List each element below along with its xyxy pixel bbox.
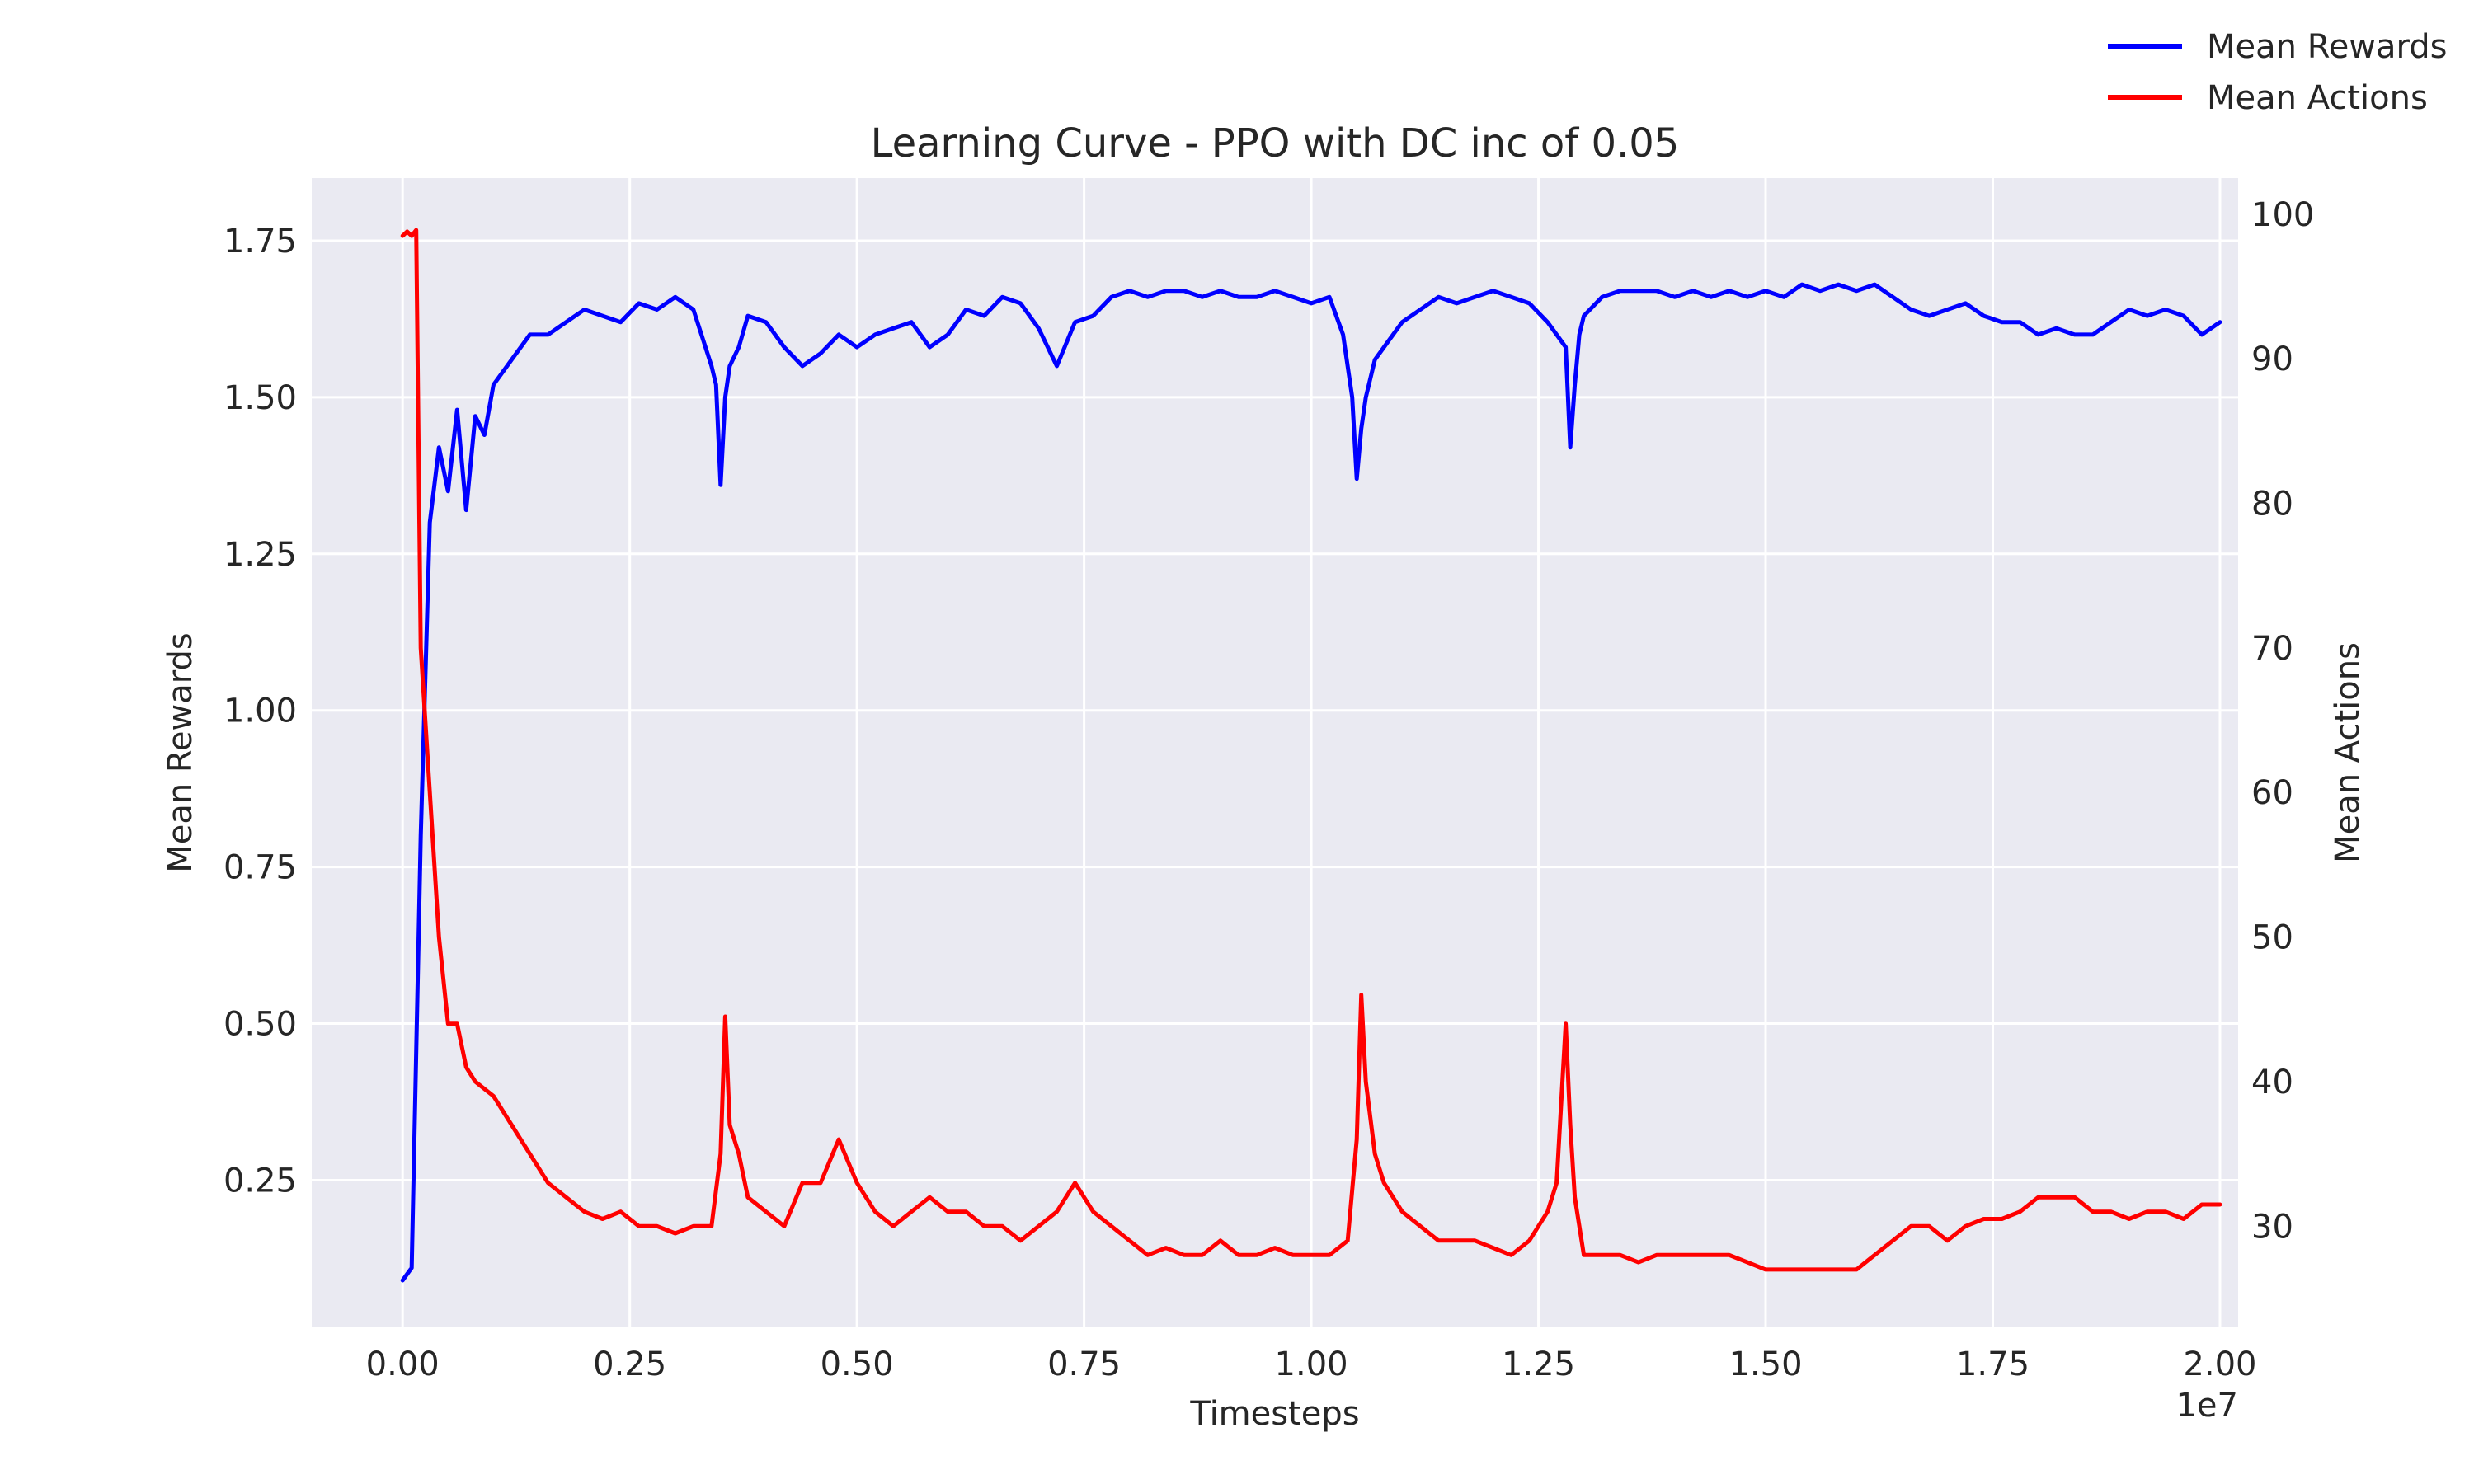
legend: Mean Rewards Mean Actions — [2108, 28, 2448, 117]
left-y-axis-ticks: 0.25 0.50 0.75 1.00 1.25 1.50 1.75 — [223, 223, 297, 1200]
x-axis-label: Timesteps — [1189, 1395, 1359, 1433]
right-y-tick-label: 100 — [2251, 196, 2314, 234]
x-tick-label: 1.00 — [1275, 1345, 1348, 1383]
grid — [312, 178, 2238, 1327]
x-axis-offset-label: 1e7 — [2175, 1387, 2238, 1425]
x-tick-label: 1.50 — [1729, 1345, 1802, 1383]
left-y-tick-label: 1.25 — [223, 536, 297, 574]
left-y-tick-label: 1.00 — [223, 693, 297, 730]
legend-label-mean-rewards: Mean Rewards — [2207, 28, 2448, 66]
left-y-axis-label: Mean Rewards — [162, 632, 200, 873]
series-line-mean-actions — [400, 228, 2222, 1272]
left-y-tick-label: 1.75 — [223, 223, 297, 261]
x-tick-label: 1.75 — [1956, 1345, 2030, 1383]
right-y-tick-label: 60 — [2251, 774, 2293, 812]
right-y-axis-label: Mean Actions — [2329, 642, 2367, 863]
left-y-tick-label: 0.50 — [223, 1006, 297, 1044]
left-y-tick-label: 1.50 — [223, 379, 297, 417]
legend-label-mean-actions: Mean Actions — [2207, 79, 2428, 117]
x-tick-label: 0.75 — [1047, 1345, 1121, 1383]
x-tick-label: 2.00 — [2183, 1345, 2256, 1383]
x-tick-label: 0.25 — [593, 1345, 666, 1383]
plot-area — [312, 178, 2238, 1327]
right-y-axis-ticks: 30 40 50 60 70 80 90 100 — [2251, 196, 2314, 1246]
right-y-tick-label: 30 — [2251, 1208, 2293, 1246]
left-y-tick-label: 0.25 — [223, 1162, 297, 1200]
right-y-tick-label: 50 — [2251, 919, 2293, 957]
x-tick-label: 1.25 — [1502, 1345, 1575, 1383]
right-y-tick-label: 40 — [2251, 1064, 2293, 1101]
right-y-tick-label: 90 — [2251, 340, 2293, 378]
series-line-mean-rewards — [400, 282, 2222, 1283]
x-tick-label: 0.50 — [821, 1345, 894, 1383]
right-y-tick-label: 70 — [2251, 630, 2293, 668]
right-y-tick-label: 80 — [2251, 486, 2293, 524]
left-y-tick-label: 0.75 — [223, 849, 297, 887]
x-axis-ticks: 0.00 0.25 0.50 0.75 1.00 1.25 1.50 1.75 2.00 — [366, 1345, 2257, 1383]
chart-title: Learning Curve - PPO with DC inc of 0.05 — [871, 120, 1680, 167]
x-tick-label: 0.00 — [366, 1345, 440, 1383]
series-layer — [400, 228, 2222, 1283]
